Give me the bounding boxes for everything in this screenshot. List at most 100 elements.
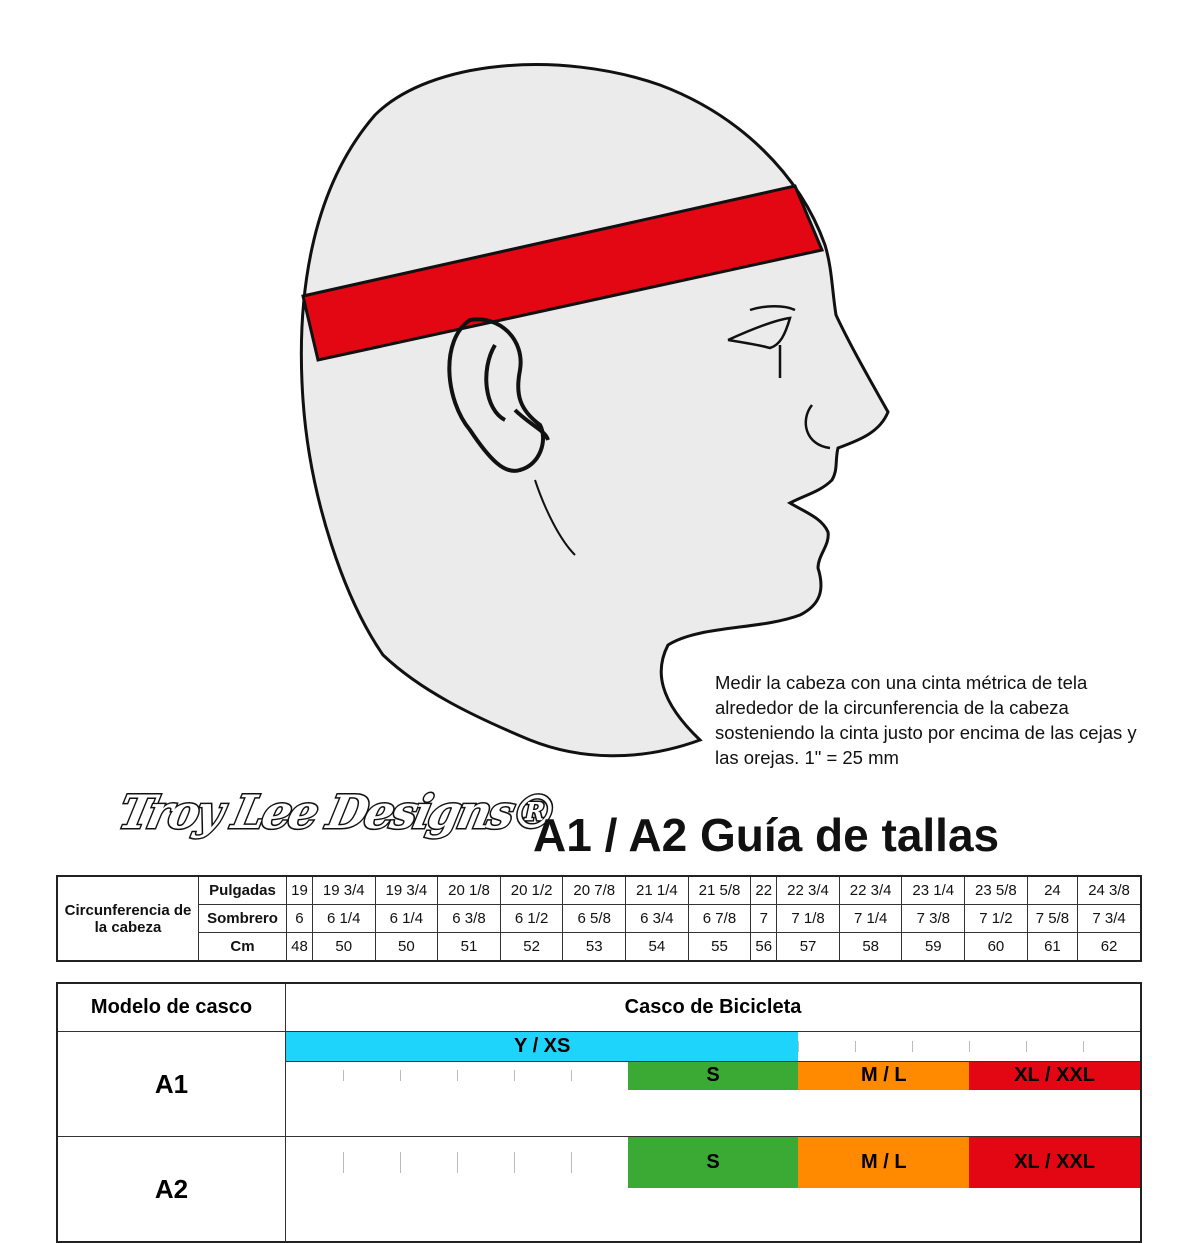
table-cell: 20 1/8 [437,875,501,905]
model-name: A1 [56,1031,286,1137]
size-label: S [706,1064,720,1087]
table-cell: 54 [625,932,689,962]
table-cell: 21 1/4 [625,875,689,905]
table-cell: 7 1/2 [964,904,1028,933]
size-label: XL / XXL [1014,1064,1095,1087]
table-cell: 55 [687,932,752,962]
table-cell: 61 [1026,932,1079,962]
column-tick [1026,1040,1028,1052]
jaw-line [534,479,576,556]
column-tick [855,1040,857,1052]
table-cell: 20 1/2 [499,875,564,905]
column-tick [342,1152,344,1173]
table-cell: 60 [964,932,1028,962]
table-cell: 7 1/8 [776,904,840,933]
table-cell: 21 5/8 [687,875,752,905]
column-tick [513,1152,515,1173]
table-cell: 6 5/8 [562,904,627,933]
column-tick [969,1040,971,1052]
table-cell: 6 1/4 [374,904,439,933]
ear [447,317,550,473]
column-tick [1083,1040,1085,1052]
size-label: Y / XS [514,1034,571,1057]
circumference-table: Circunferencia de la cabeza Pulgadas 19 19 … [56,875,1142,962]
model-name: A2 [56,1136,286,1243]
head-illustration [299,63,890,758]
table-cell: 19 [286,875,313,905]
table-row: Cm 48 50 50 51 52 53 54 55 56 57 58 59 60 61 62 [57,932,1142,962]
size-bar: Y / XS [286,1032,799,1061]
brand-logo: Troy Lee Designs® [113,784,562,841]
table-cell: 56 [750,932,778,962]
table-cell: 6 3/4 [625,904,689,933]
nostril [804,404,831,450]
table-row: Circunferencia de la cabeza Pulgadas 19 19 … [56,875,1142,962]
column-tick [456,1152,458,1173]
table-cell: 62 [1077,932,1142,962]
size-bar: XL / XXL [969,1061,1140,1090]
unit-label: Sombrero [198,904,287,933]
table-row: Sombrero 6 6 1/4 6 1/4 6 3/8 6 1/2 6 5/8 6 3/4 6… [57,904,1142,933]
size-bar: S [627,1061,799,1090]
table-cell: 23 5/8 [964,875,1028,905]
table-cell: 52 [499,932,564,962]
model-header: Modelo de casco [56,982,286,1032]
table-cell: 19 3/4 [311,875,376,905]
column-tick [570,1152,572,1173]
table-cell: 22 3/4 [838,875,903,905]
table-cell: 6 1/4 [311,904,376,933]
measurement-instructions: Medir la cabeza con una cinta métrica de… [715,672,1137,768]
table-cell: 22 3/4 [776,875,840,905]
table-cell: 6 3/8 [437,904,501,933]
column-tick [798,1040,800,1052]
unit-label: Cm [198,932,287,962]
table-cell: 7 3/4 [1077,904,1142,933]
table-cell: 48 [286,932,313,962]
table-cell: 6 [286,904,313,933]
table-cell: 7 1/4 [838,904,903,933]
table-cell: 7 [750,904,778,933]
column-tick [399,1070,401,1082]
table-cell: 7 5/8 [1026,904,1079,933]
table-cell: 24 3/8 [1077,875,1142,905]
table-cell: 53 [562,932,627,962]
measuring-band [301,184,825,362]
page-title: A1 / A2 Guía de tallas [533,809,1000,861]
model-size-table: Modelo de casco Casco de Bicicleta A1 Y / X… [56,982,1142,1243]
size-label: M / L [861,1064,907,1087]
table-cell: 58 [838,932,903,962]
column-tick [513,1070,515,1082]
table-cell: 6 7/8 [687,904,752,933]
model-row: A2 S M / L XL / XXL [56,1136,1142,1243]
size-label: M / L [861,1151,907,1173]
table-cell: 6 1/2 [499,904,564,933]
column-tick [912,1040,914,1052]
table-cell: 7 3/8 [901,904,966,933]
table-cell: 51 [437,932,501,962]
table-cell: 59 [901,932,966,962]
table-cell: 50 [311,932,376,962]
size-bar: S [627,1137,799,1188]
helmet-type-header: Casco de Bicicleta [285,982,1142,1032]
table-cell: 23 1/4 [901,875,966,905]
table-cell: 19 3/4 [374,875,439,905]
size-label: XL / XXL [1014,1151,1095,1173]
unit-label: Pulgadas [198,875,287,905]
column-tick [342,1070,344,1082]
column-tick [456,1070,458,1082]
table-cell: 57 [776,932,840,962]
row-group-label: Circunferencia de la cabeza [56,875,199,962]
size-bar: XL / XXL [969,1137,1140,1188]
model-row: A1 Y / XS S M / L XL / XXL [56,1031,1142,1137]
size-bar: M / L [798,1137,970,1188]
column-tick [399,1152,401,1173]
column-tick [570,1070,572,1082]
head-outline [299,63,890,758]
size-label: S [706,1151,720,1173]
eye [727,305,796,378]
table-cell: 50 [374,932,439,962]
size-bar: M / L [798,1061,970,1090]
table-cell: 22 [750,875,778,905]
table-cell: 20 7/8 [562,875,627,905]
table-cell: 24 [1026,875,1079,905]
